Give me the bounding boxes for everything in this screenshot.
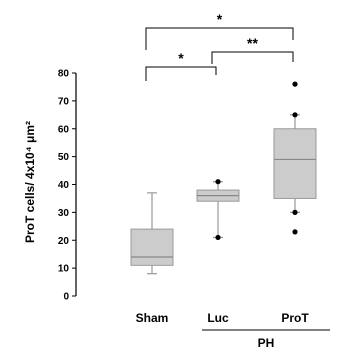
y-tick-label: 50 (58, 152, 70, 163)
box-prot (273, 81, 317, 235)
box-iqr (273, 128, 317, 199)
bracket-sham-prot: * (145, 11, 294, 50)
group-label: PH (258, 336, 275, 350)
box-iqr (130, 228, 174, 266)
category-label-luc: Luc (207, 311, 229, 325)
y-tick-label: 70 (58, 96, 70, 107)
outlier-point (292, 229, 298, 235)
bracket-sham-luc: * (145, 50, 217, 81)
significance-marker: * (217, 11, 223, 27)
y-tick-label: 0 (63, 292, 69, 303)
bracket-line (211, 51, 294, 64)
box-luc (196, 179, 240, 241)
category-label-sham: Sham (136, 311, 169, 325)
y-tick-label: 30 (58, 208, 70, 219)
bracket-line (145, 66, 217, 81)
outlier-point (292, 81, 298, 87)
significance-marker: ** (247, 35, 258, 51)
bracket-luc-prot: ** (211, 35, 294, 64)
category-labels: Sham Luc ProT (136, 311, 310, 325)
bracket-line (145, 27, 294, 50)
outlier-point (292, 209, 298, 215)
outlier-point (215, 234, 221, 241)
y-tick-label: 20 (58, 236, 70, 247)
category-label-prot: ProT (281, 311, 309, 325)
y-tick-label: 10 (58, 264, 70, 275)
y-tick-label: 40 (58, 180, 70, 191)
y-tick-label: 60 (58, 124, 70, 135)
y-tick-label: 80 (58, 69, 70, 80)
significance-brackets: **** (145, 11, 294, 81)
significance-marker: * (178, 50, 184, 66)
y-tick-labels: 0 10 20 30 40 50 60 70 80 (58, 69, 70, 303)
y-axis-label: ProT cells/ 4x10⁴ μm² (23, 121, 37, 243)
box-sham (130, 192, 174, 275)
y-axis (72, 72, 77, 297)
boxes (130, 81, 317, 275)
outlier-point (215, 179, 221, 185)
outlier-point (292, 112, 298, 118)
